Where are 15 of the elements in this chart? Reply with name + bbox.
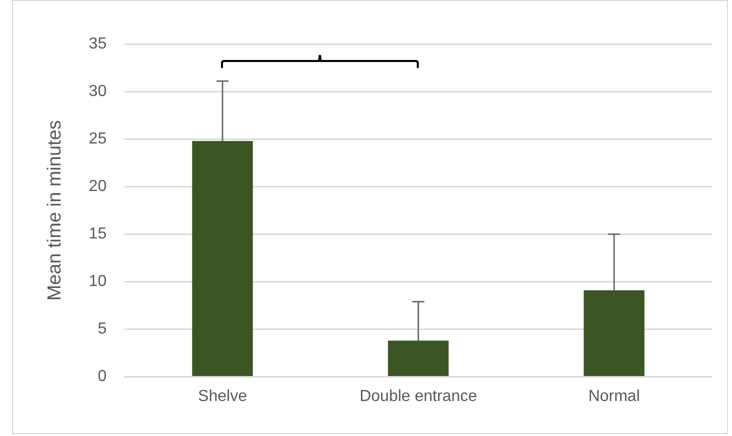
y-axis-title: Mean time in minutes <box>44 120 66 301</box>
x-tick-label: Shelve <box>198 388 248 405</box>
bar <box>192 140 253 376</box>
y-tick-label: 10 <box>88 273 107 290</box>
x-tick-label: Double entrance <box>360 388 478 405</box>
bar <box>388 340 449 376</box>
y-tick-label: 35 <box>88 35 107 52</box>
y-tick-label: 15 <box>88 226 107 243</box>
y-tick-label: 20 <box>88 178 107 196</box>
y-tick-label: 25 <box>88 130 107 148</box>
y-tick-label: 5 <box>98 320 107 338</box>
bar <box>584 290 644 376</box>
y-tick-label: 30 <box>88 82 107 100</box>
y-tick-label: 0 <box>98 368 107 386</box>
x-tick-label: Normal <box>588 388 640 405</box>
